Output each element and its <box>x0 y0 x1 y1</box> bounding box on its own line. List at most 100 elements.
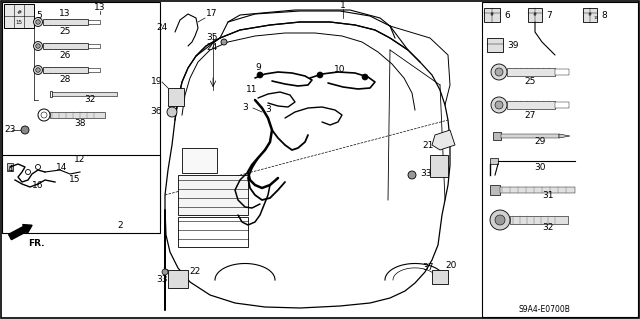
Text: 27: 27 <box>524 110 536 120</box>
Text: 19: 19 <box>150 78 162 86</box>
Bar <box>7 163 13 171</box>
Text: 37: 37 <box>422 263 434 272</box>
Text: 24: 24 <box>157 24 168 33</box>
Bar <box>555 69 569 75</box>
Bar <box>182 148 217 173</box>
Bar <box>500 187 575 193</box>
Bar <box>484 8 500 22</box>
Text: 31: 31 <box>542 191 554 201</box>
Bar <box>507 68 555 76</box>
Text: 35: 35 <box>207 33 218 42</box>
Text: 10: 10 <box>334 65 346 75</box>
Circle shape <box>21 126 29 134</box>
Bar <box>482 2 638 317</box>
Circle shape <box>408 171 416 179</box>
Text: 5: 5 <box>36 11 42 20</box>
Text: 33: 33 <box>420 168 431 177</box>
Bar <box>4 4 34 28</box>
Bar <box>430 155 448 177</box>
Circle shape <box>257 72 263 78</box>
Text: 6: 6 <box>504 11 509 19</box>
Bar <box>42 43 88 49</box>
Text: 15: 15 <box>69 175 81 184</box>
Circle shape <box>221 39 227 45</box>
Text: 32: 32 <box>84 95 96 105</box>
Circle shape <box>495 215 505 225</box>
Text: #: # <box>588 12 592 18</box>
Text: 16: 16 <box>32 181 44 189</box>
Text: 20: 20 <box>445 261 456 270</box>
Bar <box>52 92 117 96</box>
Text: 24: 24 <box>207 43 218 53</box>
Circle shape <box>33 41 42 50</box>
FancyArrow shape <box>8 225 32 240</box>
Text: 13: 13 <box>60 9 71 18</box>
Text: 2: 2 <box>117 220 123 229</box>
Bar <box>528 8 542 22</box>
Bar <box>2 155 160 233</box>
Text: 38: 38 <box>74 118 86 128</box>
Bar <box>42 67 88 73</box>
Text: 11: 11 <box>246 85 258 94</box>
Text: 23: 23 <box>4 125 15 135</box>
Bar <box>2 2 160 224</box>
Polygon shape <box>432 130 455 150</box>
Text: #: # <box>17 10 22 14</box>
Bar <box>168 88 184 106</box>
Circle shape <box>162 269 168 275</box>
Bar <box>555 102 569 108</box>
Text: 26: 26 <box>60 50 70 60</box>
Bar <box>88 68 99 72</box>
Text: #: # <box>533 12 537 18</box>
Bar <box>490 185 500 195</box>
Text: 14: 14 <box>56 164 68 173</box>
Text: 19: 19 <box>593 16 598 20</box>
Text: 9: 9 <box>255 63 261 72</box>
Circle shape <box>36 44 40 48</box>
Circle shape <box>167 107 177 117</box>
Circle shape <box>495 68 503 76</box>
Text: 7: 7 <box>546 11 552 19</box>
Bar <box>50 112 105 118</box>
Circle shape <box>36 20 40 24</box>
Bar <box>501 134 559 138</box>
Bar <box>50 91 52 97</box>
Text: 3: 3 <box>242 103 248 113</box>
Bar <box>507 101 555 109</box>
Circle shape <box>362 74 368 80</box>
Bar <box>510 216 568 224</box>
Bar <box>88 44 99 48</box>
Circle shape <box>491 97 507 113</box>
Text: 32: 32 <box>542 224 554 233</box>
Circle shape <box>36 68 40 72</box>
Text: 8: 8 <box>601 11 607 19</box>
Text: 12: 12 <box>74 155 86 165</box>
Bar <box>178 217 248 247</box>
Circle shape <box>317 72 323 78</box>
Text: 17: 17 <box>206 10 218 19</box>
Text: 13: 13 <box>94 4 106 12</box>
Circle shape <box>33 65 42 75</box>
Text: 25: 25 <box>60 26 70 35</box>
Text: 33: 33 <box>157 276 168 285</box>
Bar <box>487 38 503 52</box>
Text: 30: 30 <box>534 164 546 173</box>
Text: FR.: FR. <box>28 240 45 249</box>
Text: 22: 22 <box>189 268 200 277</box>
Bar <box>168 270 188 288</box>
Bar <box>493 132 501 140</box>
Circle shape <box>491 64 507 80</box>
Polygon shape <box>559 134 570 138</box>
Bar <box>42 19 88 25</box>
Bar <box>88 20 99 24</box>
Text: 1: 1 <box>340 2 346 11</box>
Text: 28: 28 <box>60 75 70 84</box>
Bar <box>432 270 448 284</box>
Text: S9A4-E0700B: S9A4-E0700B <box>518 306 570 315</box>
Text: 29: 29 <box>534 137 546 146</box>
Text: 3: 3 <box>265 106 271 115</box>
Text: 25: 25 <box>524 78 536 86</box>
Text: 21: 21 <box>422 140 434 150</box>
Text: 36: 36 <box>150 108 162 116</box>
Text: 4: 4 <box>8 166 13 174</box>
